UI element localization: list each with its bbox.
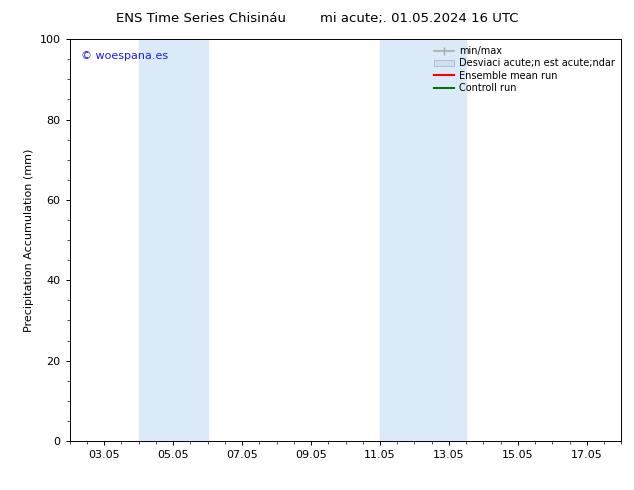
Text: © woespana.es: © woespana.es xyxy=(81,51,168,61)
Legend: min/max, Desviaci acute;n est acute;ndar, Ensemble mean run, Controll run: min/max, Desviaci acute;n est acute;ndar… xyxy=(432,44,616,95)
Bar xyxy=(139,39,207,441)
Bar xyxy=(380,39,466,441)
Y-axis label: Precipitation Accumulation (mm): Precipitation Accumulation (mm) xyxy=(24,148,34,332)
Text: ENS Time Series Chisináu        mi acute;. 01.05.2024 16 UTC: ENS Time Series Chisináu mi acute;. 01.0… xyxy=(116,12,518,25)
